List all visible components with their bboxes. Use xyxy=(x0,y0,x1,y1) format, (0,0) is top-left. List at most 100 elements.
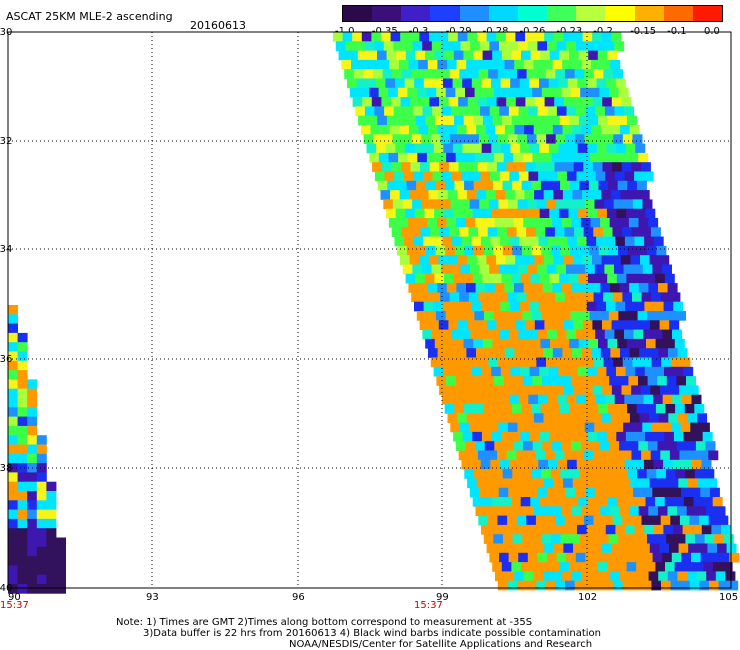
swath-cell xyxy=(552,283,563,293)
swath-cell xyxy=(633,552,644,563)
swath-cell xyxy=(493,87,504,98)
swath-cell xyxy=(636,338,647,349)
swath-cell xyxy=(565,357,576,368)
swath-cell xyxy=(515,478,526,489)
swath-cell xyxy=(458,162,469,172)
swath-cell xyxy=(594,134,605,144)
swath-cell xyxy=(581,571,592,582)
swath-cell xyxy=(676,311,686,321)
swath-cell xyxy=(666,311,677,321)
swath-cell xyxy=(434,115,445,126)
colorbar-swatch xyxy=(605,6,635,21)
swath-cell xyxy=(414,208,425,219)
swath-cell xyxy=(598,180,609,191)
swath-cell xyxy=(454,180,465,191)
swath-cell xyxy=(645,562,656,572)
swath-cell xyxy=(473,115,484,126)
swath-cell xyxy=(489,106,500,117)
swath-cell xyxy=(603,69,614,79)
swath-cell xyxy=(655,562,666,572)
swath-cell xyxy=(546,357,556,368)
swath-cell xyxy=(674,338,685,349)
swath-cell xyxy=(715,506,726,516)
swath-cell xyxy=(574,580,585,591)
swath-cell xyxy=(440,292,450,303)
swath-cell xyxy=(395,78,405,89)
swath-cell xyxy=(496,97,507,107)
colorbar-swatch xyxy=(343,6,373,21)
swath-cell xyxy=(423,236,434,247)
swath-cell xyxy=(632,357,643,368)
swath-cell xyxy=(610,571,621,582)
swath-cell xyxy=(499,329,510,340)
swath-cell xyxy=(46,481,57,492)
swath-cell xyxy=(460,199,471,210)
swath-cell xyxy=(561,376,572,386)
swath-cell xyxy=(684,562,695,572)
swath-cell xyxy=(659,255,670,265)
swath-cell xyxy=(430,134,441,144)
swath-cell xyxy=(617,469,628,479)
swath-cell xyxy=(521,469,532,479)
swath-cell xyxy=(531,404,542,414)
swath-cell xyxy=(540,562,551,572)
swath-cell xyxy=(669,543,679,554)
swath-cell xyxy=(430,357,441,368)
swath-cell xyxy=(629,348,640,358)
swath-cell xyxy=(726,543,737,554)
swath-cell xyxy=(406,180,417,191)
swath-cell xyxy=(532,311,542,321)
swath-cell xyxy=(622,227,633,237)
swath-cell xyxy=(504,283,515,293)
swath-cell xyxy=(624,171,635,182)
swath-cell xyxy=(341,59,352,70)
swath-cell xyxy=(470,171,481,182)
swath-cell xyxy=(17,342,28,352)
swath-cell xyxy=(520,143,531,154)
swath-cell xyxy=(637,534,648,544)
swath-cell xyxy=(660,292,671,303)
swath-cell xyxy=(570,376,581,386)
swath-cell xyxy=(597,431,608,442)
swath-cell xyxy=(482,273,493,284)
swath-cell xyxy=(544,320,555,330)
swath-cell xyxy=(424,143,435,154)
longitude-tick-label: 105 xyxy=(719,592,739,603)
swath-cell xyxy=(513,441,524,451)
swath-cell xyxy=(586,171,597,182)
swath-cell xyxy=(525,162,536,172)
swath-cell xyxy=(475,218,486,228)
swath-cell xyxy=(473,50,483,61)
swath-cell xyxy=(556,264,567,275)
swath-cell xyxy=(546,199,557,210)
swath-cell xyxy=(452,236,463,247)
swath-cell xyxy=(495,478,506,489)
swath-cell xyxy=(492,50,503,61)
swath-cell xyxy=(522,245,532,256)
swath-cell xyxy=(466,125,477,135)
swath-cell xyxy=(433,366,444,377)
swath-cell xyxy=(605,524,616,535)
swath-cell xyxy=(700,552,711,563)
swath-cell xyxy=(527,41,538,51)
swath-cell xyxy=(372,162,383,172)
swath-cell xyxy=(363,69,374,79)
swath-cell xyxy=(549,431,560,442)
swath-cell xyxy=(404,236,415,247)
swath-cell xyxy=(388,152,399,163)
swath-cell xyxy=(352,32,363,42)
swath-cell xyxy=(459,292,470,303)
swath-cell xyxy=(469,134,480,144)
swath-cell xyxy=(591,478,602,489)
swath-cell xyxy=(633,264,644,275)
swath-cell xyxy=(560,534,571,544)
swath-cell xyxy=(697,413,708,423)
swath-cell xyxy=(560,311,571,321)
swath-cell xyxy=(664,366,674,377)
swath-cell xyxy=(486,320,497,330)
swath-cell xyxy=(608,469,619,479)
swath-cell xyxy=(8,379,18,390)
swath-cell xyxy=(488,292,498,303)
swath-cell xyxy=(526,292,537,303)
swath-cell xyxy=(596,236,607,247)
